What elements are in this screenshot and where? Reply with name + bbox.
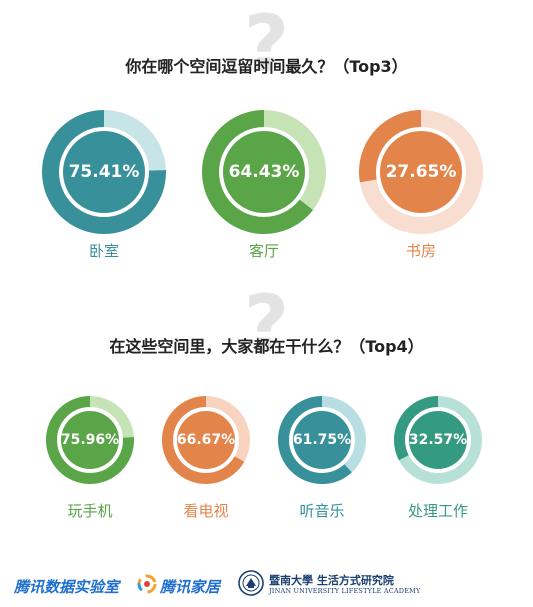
category-label: 书房 xyxy=(405,242,436,260)
question-mark-decoration: ? xyxy=(243,280,290,370)
category-label: 客厅 xyxy=(248,242,279,260)
jinan-university-logo: 暨南大學 生活方式研究院 JINAN UNIVERSITY LIFESTYLE … xyxy=(238,570,421,600)
donut-value-arc xyxy=(42,110,166,234)
donut-center-disc xyxy=(177,411,235,469)
category-label: 玩手机 xyxy=(67,502,113,520)
donut-center-disc xyxy=(63,131,145,213)
category-label: 处理工作 xyxy=(407,502,468,520)
donut-ring-2: 64.43% xyxy=(200,108,328,236)
tencent-home-swirl-icon xyxy=(137,574,157,598)
category-label: 卧室 xyxy=(88,242,119,260)
donut-ring-1: 75.96% xyxy=(44,394,136,486)
tencent-home-text: 腾讯家居 xyxy=(160,577,221,596)
donut-percent-label: 61.75% xyxy=(293,432,351,448)
donut-value-arc xyxy=(394,396,482,484)
section-title-top3: 你在哪个空间逗留时间最久？（Top3） xyxy=(125,57,408,76)
footer-logos: 腾讯数据实验室 腾讯家居 暨南大學 生活方式研究院 JINAN UNIVERSI… xyxy=(0,562,533,607)
donut-ring-2: 66.67% xyxy=(160,394,252,486)
donut-value-arc xyxy=(278,396,366,484)
category-label: 看电视 xyxy=(183,502,229,520)
donut-percent-label: 75.41% xyxy=(69,162,140,182)
donut-center-disc xyxy=(293,411,351,469)
donut-percent-label: 66.67% xyxy=(177,432,235,448)
tencent-data-lab-logo: 腾讯数据实验室 xyxy=(14,578,120,596)
donut-center-disc xyxy=(223,131,305,213)
university-seal-icon xyxy=(238,570,264,600)
university-name-en: JINAN UNIVERSITY LIFESTYLE ACADEMY xyxy=(269,586,421,595)
donut-value-arc xyxy=(359,110,483,234)
category-label: 听音乐 xyxy=(299,502,345,520)
donut-value-arc xyxy=(46,396,134,484)
donut-ring-4: 32.57% xyxy=(392,394,484,486)
donut-ring-3: 61.75% xyxy=(276,394,368,486)
donut-value-arc xyxy=(202,110,326,234)
donut-value-arc xyxy=(162,396,250,484)
donut-percent-label: 75.96% xyxy=(61,432,119,448)
question-mark-decoration: ? xyxy=(243,0,290,90)
donut-percent-label: 64.43% xyxy=(229,162,300,182)
donut-percent-label: 27.65% xyxy=(386,162,457,182)
tencent-home-logo: 腾讯家居 xyxy=(137,574,220,598)
donut-ring-3: 27.65% xyxy=(357,108,485,236)
donut-center-disc xyxy=(61,411,119,469)
section-title-top4: 在这些空间里，大家都在干什么？（Top4） xyxy=(109,337,424,356)
donut-ring-1: 75.41% xyxy=(40,108,168,236)
donut-center-disc xyxy=(380,131,462,213)
donut-percent-label: 32.57% xyxy=(409,432,467,448)
university-name-cn: 暨南大學 生活方式研究院 xyxy=(269,573,394,587)
donut-center-disc xyxy=(409,411,467,469)
